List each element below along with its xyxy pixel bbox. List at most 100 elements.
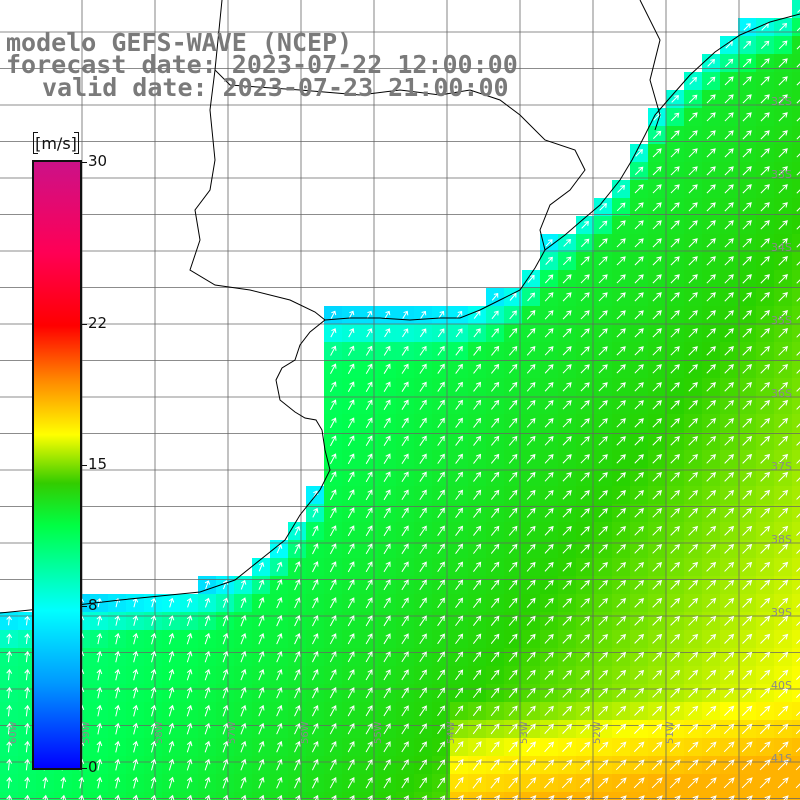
wind-arrow [544, 633, 554, 644]
wind-arrow [419, 507, 427, 519]
wind-arrow [168, 597, 175, 608]
wind-speed-cell [792, 738, 800, 756]
wind-arrow [96, 686, 103, 699]
wind-arrow [419, 489, 427, 501]
wind-arrow [688, 633, 699, 644]
wind-arrow [437, 363, 445, 374]
wind-arrow [760, 579, 771, 590]
wind-arrow [652, 615, 663, 626]
wind-arrow [347, 579, 355, 591]
wind-arrow [490, 723, 500, 735]
wind-arrow [778, 525, 789, 536]
wind-arrow [366, 310, 373, 319]
wind-arrow [168, 776, 175, 789]
wind-arrow [439, 795, 446, 800]
wind-arrow [490, 741, 500, 753]
wind-arrow [419, 328, 427, 338]
wind-arrow [670, 382, 680, 392]
wind-speed-cell [486, 792, 504, 800]
wind-arrow [688, 651, 699, 662]
wind-arrow [562, 418, 572, 428]
wind-arrow [723, 777, 735, 789]
wind-arrow [616, 436, 626, 446]
wind-arrow [401, 723, 409, 735]
wind-arrow [598, 364, 608, 374]
wind-arrow [796, 225, 800, 230]
wind-arrow [132, 776, 139, 789]
wind-arrow [778, 76, 788, 86]
wind-arrow [634, 543, 645, 554]
wind-arrow [598, 382, 608, 392]
wind-speed-cell [792, 36, 800, 54]
wind-arrow [760, 651, 771, 662]
wind-arrow [616, 202, 626, 212]
wind-arrow [311, 704, 319, 717]
wind-arrow [204, 776, 211, 789]
longitude-label: 51W [665, 721, 676, 744]
wind-arrow [706, 471, 717, 482]
wind-arrow [526, 777, 537, 789]
wind-arrow [742, 346, 752, 356]
wind-arrow [724, 669, 735, 680]
wind-arrow [168, 650, 175, 663]
wind-arrow [598, 292, 608, 302]
wind-arrow [150, 722, 157, 735]
wind-arrow [490, 471, 500, 482]
wind-arrow [454, 705, 464, 717]
wind-arrow [544, 687, 554, 698]
wind-arrow [365, 597, 373, 609]
wind-arrow [258, 686, 265, 699]
wind-arrow [472, 579, 482, 590]
wind-arrow [742, 687, 753, 698]
wind-arrow [724, 561, 735, 572]
wind-arrow [383, 759, 391, 771]
wind-arrow [383, 381, 391, 392]
wind-arrow [401, 399, 409, 410]
wind-arrow [508, 741, 518, 753]
wind-arrow [777, 777, 789, 789]
colorbar-tick-mark [80, 768, 87, 769]
wind-arrow [778, 381, 789, 392]
wind-arrow [473, 453, 482, 464]
wind-arrow [670, 723, 681, 734]
wind-arrow [634, 472, 644, 482]
wind-arrow [419, 705, 427, 717]
wind-speed-cell [684, 792, 702, 800]
wind-arrow [724, 76, 734, 86]
wind-arrow [652, 507, 663, 518]
wind-arrow [240, 704, 247, 717]
wind-arrow [670, 507, 681, 518]
wind-arrow [508, 543, 518, 554]
wind-arrow [114, 650, 121, 663]
wind-arrow [437, 633, 445, 645]
wind-arrow [329, 615, 337, 627]
wind-arrow [544, 723, 555, 735]
wind-arrow [347, 669, 355, 681]
wind-arrow [530, 794, 537, 800]
wind-arrow [724, 489, 735, 500]
wind-arrow [401, 507, 409, 519]
wind-arrow [150, 650, 157, 663]
wind-arrow [508, 561, 518, 572]
latitude-label: 38S [771, 533, 792, 546]
wind-arrow [580, 687, 591, 698]
wind-arrow [742, 310, 752, 320]
wind-arrow [455, 328, 463, 338]
wind-speed-cell [792, 252, 800, 270]
wind-arrow [562, 561, 572, 572]
wind-arrow [652, 382, 662, 392]
wind-arrow [383, 615, 391, 627]
wind-arrow [742, 705, 753, 716]
wind-arrow [562, 723, 573, 734]
wind-arrow [329, 471, 337, 483]
wind-arrow [150, 686, 157, 699]
wind-arrow [633, 741, 645, 753]
wind-arrow [742, 148, 752, 158]
wind-arrow [472, 723, 482, 735]
wind-arrow [347, 705, 355, 717]
wind-arrow [561, 777, 573, 789]
wind-arrow [778, 507, 789, 518]
wind-arrow [796, 45, 800, 50]
wind-arrow [258, 650, 265, 663]
wind-arrow [311, 740, 319, 753]
